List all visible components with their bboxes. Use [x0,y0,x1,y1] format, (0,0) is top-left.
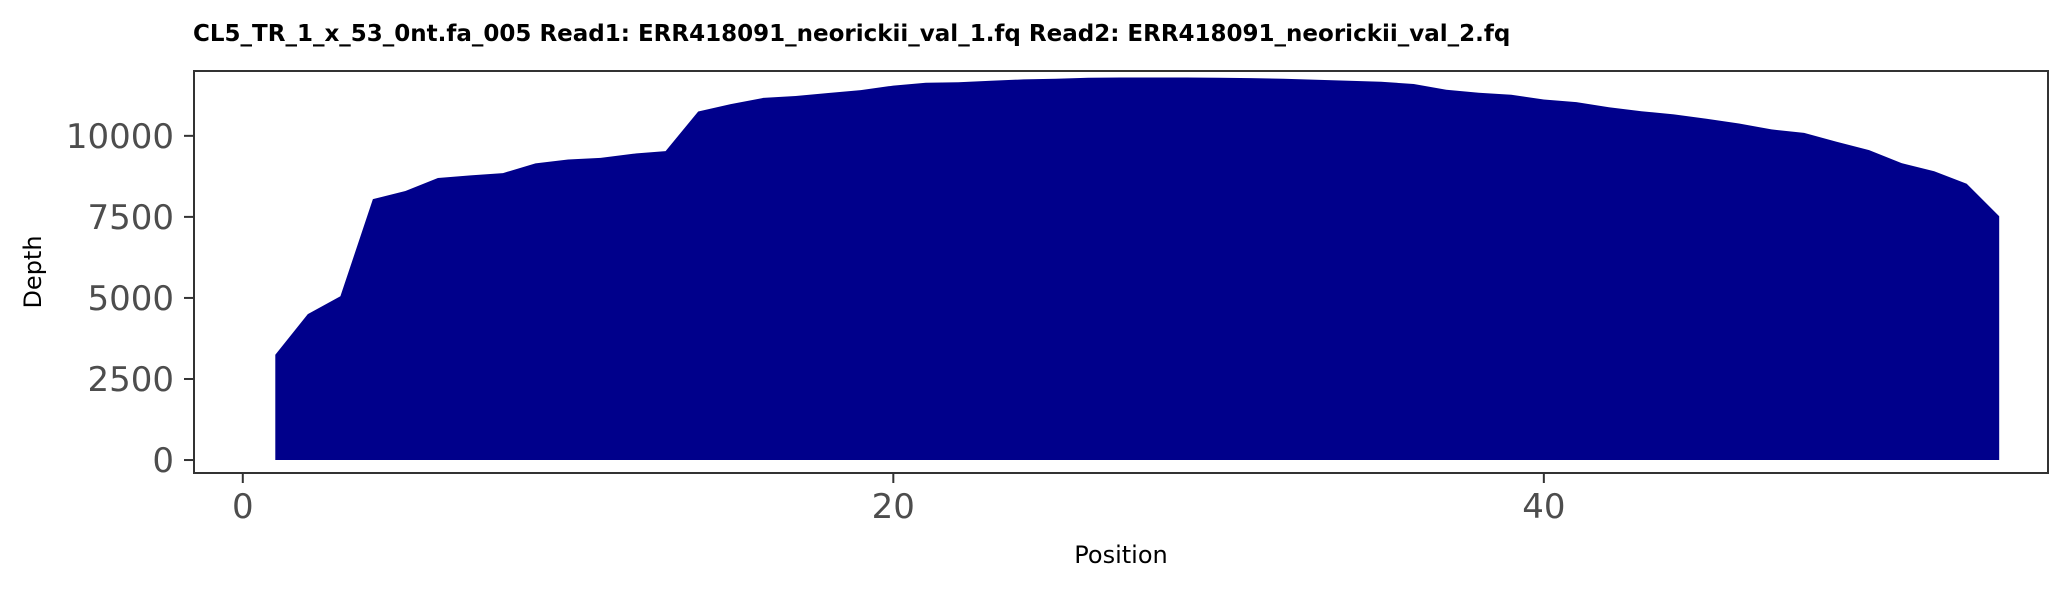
depth-area [275,77,2000,460]
y-tick-label: 2500 [87,360,174,400]
y-tick-label: 0 [152,441,174,481]
x-tick-label: 40 [1522,487,1565,527]
y-tick-label: 7500 [87,198,174,238]
x-axis: 0 20 40 [232,473,1565,527]
y-tick-label: 10000 [66,117,174,157]
y-tick-label: 5000 [87,279,174,319]
y-axis: 0 2500 5000 7500 10000 [66,117,194,481]
x-tick-label: 20 [872,487,915,527]
plot-area [193,70,2049,474]
x-axis-title: Position [1074,541,1167,569]
x-tick-label: 0 [232,487,254,527]
chart-title: CL5_TR_1_x_53_0nt.fa_005 Read1: ERR41809… [193,21,1510,47]
y-axis-title: Depth [19,235,47,308]
